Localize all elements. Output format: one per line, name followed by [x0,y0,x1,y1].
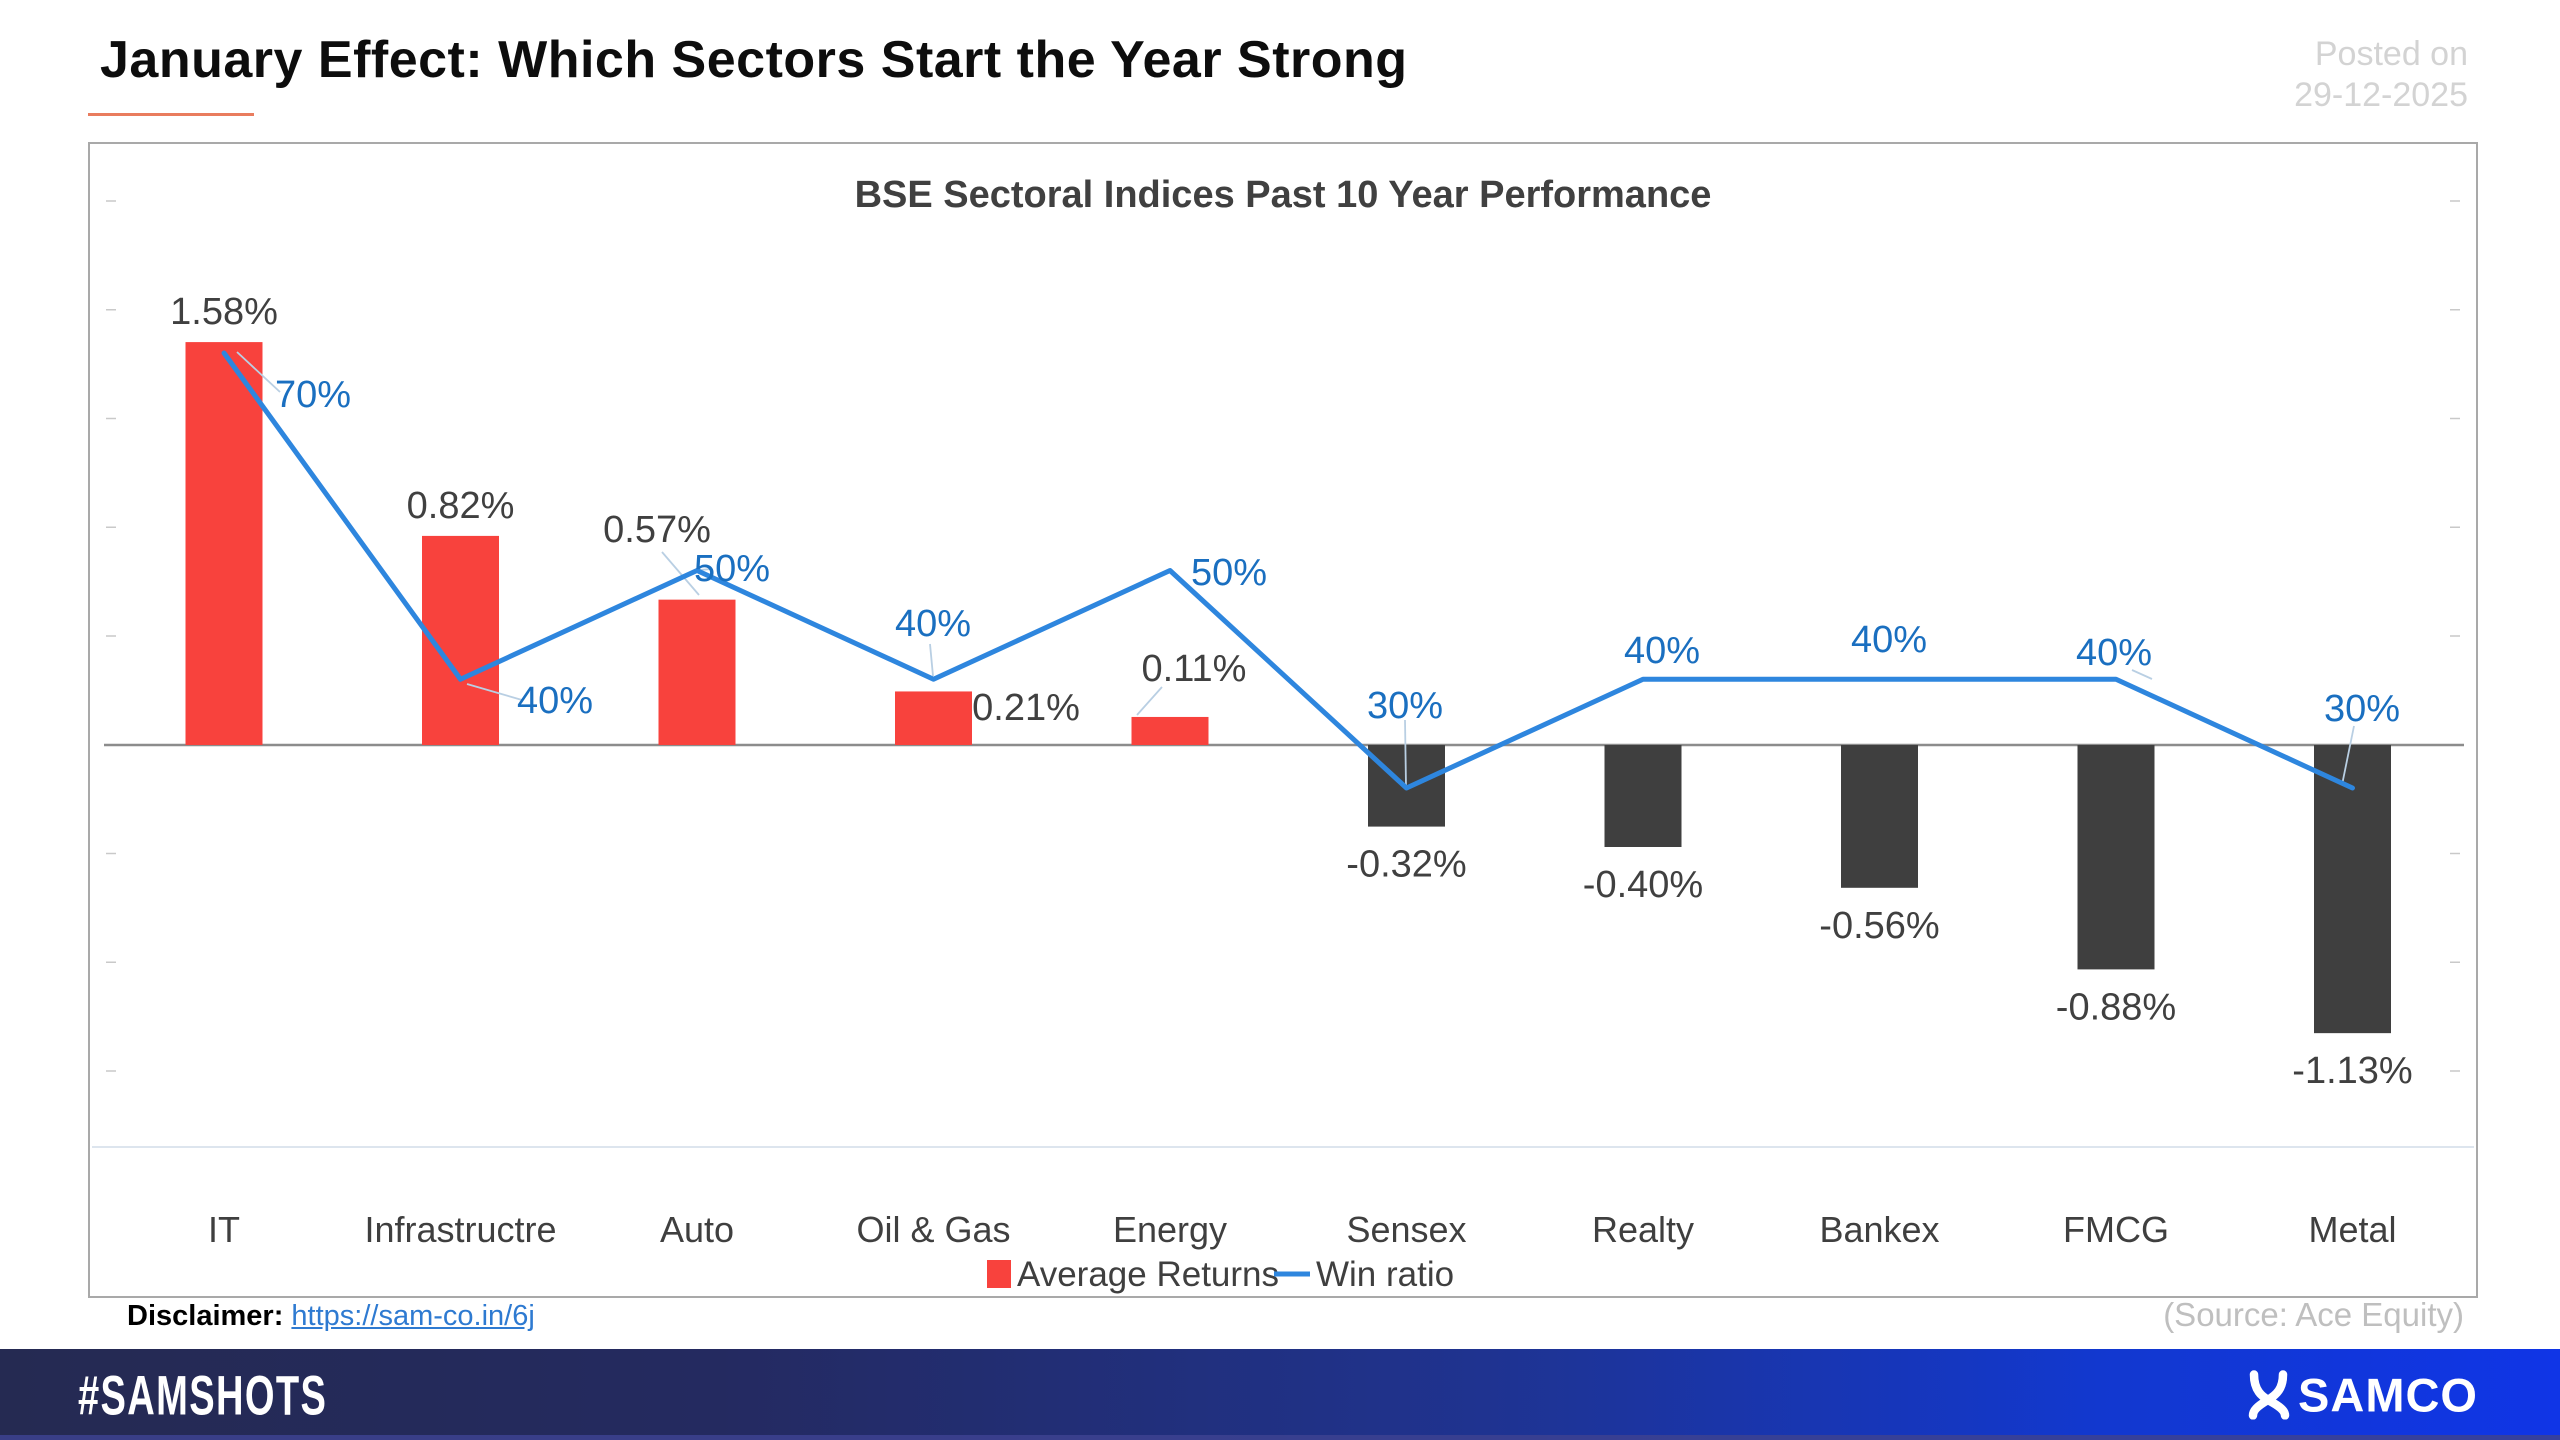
win-ratio-label: 40% [2076,632,2152,674]
label-leader-line [661,551,700,596]
posted-on-label: Posted on [2314,35,2468,73]
disclaimer: Disclaimer: https://sam-co.in/6j [127,1300,535,1333]
page-title: January Effect: Which Sectors Start the … [100,31,1408,89]
win-ratio-label: 40% [1624,630,1700,672]
label-leader-line [1404,719,1407,787]
bar-Metal [2314,745,2391,1034]
brand-logo: SAMCO [2242,1367,2478,1422]
category-label-Sensex: Sensex [1346,1209,1466,1250]
category-label-Bankex: Bankex [1819,1209,1939,1250]
disclaimer-label: Disclaimer: [127,1300,284,1332]
chart-title: BSE Sectoral Indices Past 10 Year Perfor… [855,174,1712,216]
bar-IT [185,342,263,745]
win-ratio-label: 30% [1367,685,1443,727]
bar-value-label: -0.56% [1819,905,1939,947]
category-label-Infrastructre: Infrastructre [364,1209,556,1250]
win-ratio-label: 40% [895,603,971,645]
brand-name: SAMCO [2298,1368,2478,1421]
label-leader-line [466,683,523,701]
bar-value-label: 0.82% [407,485,515,527]
disclaimer-link[interactable]: https://sam-co.in/6j [291,1300,535,1332]
bar-Oil & Gas [895,691,972,745]
win-ratio-label: 40% [1851,619,1927,661]
label-leader-line [929,643,934,677]
bar-FMCG [2077,745,2155,970]
legend-line-label: Win ratio [1316,1255,1454,1294]
category-label-FMCG: FMCG [2063,1209,2169,1250]
label-leader-line [236,351,281,393]
win-ratio-label: 50% [1191,552,1267,594]
legend-bar-swatch [987,1260,1011,1288]
bar-Energy [1131,716,1209,745]
label-leader-line [2341,725,2355,786]
bar-value-label: 0.21% [972,687,1080,729]
footer-bar: #SAMSHOTS SAMCO [0,1349,2560,1440]
category-label-Auto: Auto [660,1209,734,1250]
win-ratio-label: 70% [275,374,351,416]
win-ratio-label: 40% [517,680,593,722]
bar-value-label: -1.13% [2292,1050,2412,1092]
category-label-Energy: Energy [1113,1209,1227,1250]
bar-Bankex [1841,745,1918,888]
category-label-Oil & Gas: Oil & Gas [856,1209,1010,1250]
win-ratio-line [221,350,2355,791]
bar-Auto [658,599,736,745]
chart-container: BSE Sectoral Indices Past 10 Year Perfor… [88,142,2478,1298]
win-ratio-label: 50% [694,548,770,590]
legend-bar-label: Average Returns [1017,1255,1279,1294]
bar-value-label: 0.57% [603,509,711,551]
label-leader-line [1136,686,1163,716]
bar-value-label: -0.32% [1346,844,1466,886]
posted-on-value: 29-12-2025 [2294,75,2468,114]
footer-accent-strip [0,1435,2560,1440]
combo-chart: BSE Sectoral Indices Past 10 Year Perfor… [92,174,2474,1294]
source-note: (Source: Ace Equity) [2163,1296,2464,1333]
bar-value-label: 1.58% [170,291,278,333]
win-ratio-label: 30% [2324,688,2400,730]
title-underline-accent [88,113,254,116]
samshots-hashtag: #SAMSHOTS [78,1363,328,1426]
bar-value-label: 0.11% [1142,648,1247,690]
category-label-Realty: Realty [1592,1209,1694,1250]
category-label-IT: IT [208,1209,240,1250]
label-leader-line [2131,669,2153,680]
posted-on-date: Posted on 29-12-2025 [2294,34,2468,116]
bar-Realty [1604,745,1682,847]
samco-logo-icon [2248,1370,2290,1420]
category-label-Metal: Metal [2308,1209,2396,1250]
bar-value-label: -0.40% [1583,864,1703,906]
bar-value-label: -0.88% [2056,986,2176,1028]
